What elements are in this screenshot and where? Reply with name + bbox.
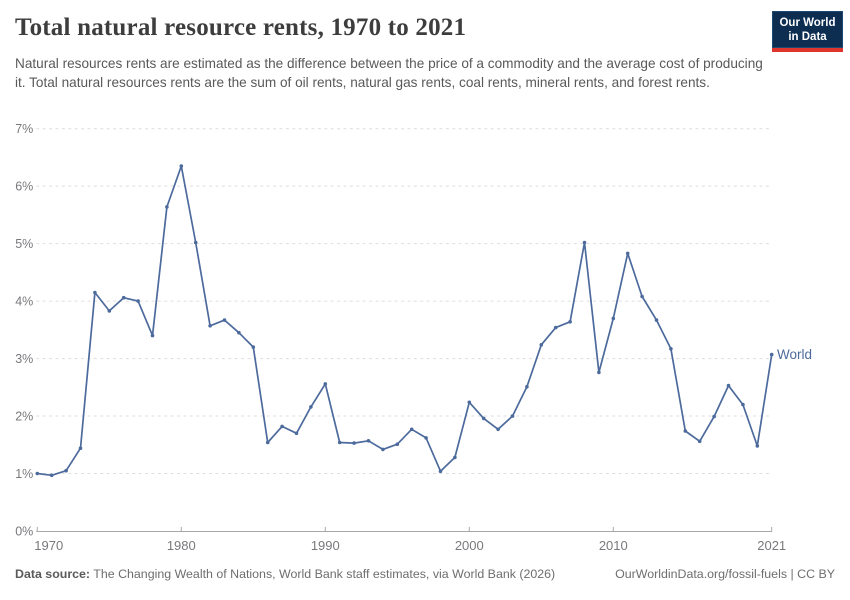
data-point[interactable] — [237, 330, 241, 335]
data-point[interactable] — [553, 325, 558, 330]
x-axis-tick-label: 1990 — [311, 538, 340, 553]
data-point[interactable] — [208, 324, 212, 328]
y-axis-tick-label: 5% — [15, 237, 33, 251]
data-point[interactable] — [453, 455, 457, 460]
data-point[interactable] — [611, 316, 616, 321]
y-axis-tick-label: 6% — [15, 179, 33, 193]
owid-url-license[interactable]: OurWorldinData.org/fossil-fuels | CC BY — [615, 567, 835, 581]
data-point[interactable] — [193, 240, 198, 245]
owid-logo-line2: in Data — [788, 31, 827, 43]
data-source-text: The Changing Wealth of Nations, World Ba… — [90, 567, 556, 581]
data-point[interactable] — [35, 471, 40, 476]
data-point[interactable] — [496, 427, 500, 432]
x-axis-tick-label: 2021 — [757, 538, 786, 553]
series-end-label[interactable]: World — [777, 347, 812, 362]
x-axis-tick-label: 2010 — [599, 538, 628, 553]
data-point[interactable] — [93, 290, 97, 295]
data-point[interactable] — [107, 309, 112, 313]
y-axis-tick-label: 2% — [15, 409, 33, 423]
data-point[interactable] — [49, 473, 54, 478]
data-point[interactable] — [222, 318, 227, 322]
data-point[interactable] — [294, 431, 299, 436]
data-point[interactable] — [741, 402, 745, 407]
data-point[interactable] — [409, 427, 414, 432]
data-point[interactable] — [654, 318, 659, 322]
data-point[interactable] — [150, 333, 155, 338]
x-axis-tick-label: 1970 — [34, 538, 63, 553]
x-axis-tick-label: 1980 — [167, 538, 196, 553]
y-axis-tick-label: 3% — [15, 352, 33, 366]
data-point[interactable] — [64, 468, 68, 473]
owid-logo-line1: Our World — [779, 17, 836, 29]
data-point[interactable] — [467, 400, 472, 405]
data-point[interactable] — [669, 347, 673, 351]
data-point[interactable] — [395, 442, 400, 447]
data-point[interactable] — [337, 440, 342, 445]
data-point[interactable] — [597, 370, 601, 375]
data-point[interactable] — [640, 294, 644, 299]
series-line-world[interactable] — [36, 165, 773, 477]
data-point[interactable] — [309, 405, 313, 409]
data-point[interactable] — [265, 440, 270, 445]
data-point[interactable] — [769, 352, 774, 357]
x-axis-tick-label: 2000 — [455, 538, 484, 553]
data-point[interactable] — [179, 164, 184, 168]
data-point[interactable] — [121, 295, 126, 300]
y-axis-tick-label: 1% — [15, 467, 33, 481]
data-point[interactable] — [136, 299, 140, 303]
page-title: Total natural resource rents, 1970 to 20… — [15, 14, 467, 41]
owid-logo: Our World in Data — [772, 11, 843, 52]
data-point[interactable] — [78, 446, 83, 451]
chart-subtitle: Natural resources rents are estimated as… — [15, 56, 763, 90]
data-point[interactable] — [683, 429, 688, 433]
data-point[interactable] — [251, 345, 256, 349]
y-axis-tick-label: 7% — [15, 122, 33, 136]
data-point[interactable] — [165, 205, 169, 209]
data-point[interactable] — [525, 385, 529, 389]
data-point[interactable] — [381, 447, 385, 452]
data-point[interactable] — [481, 416, 486, 421]
data-point[interactable] — [366, 439, 371, 443]
data-point[interactable] — [424, 436, 428, 440]
data-point[interactable] — [438, 469, 443, 474]
data-point[interactable] — [323, 382, 328, 386]
data-point[interactable] — [280, 424, 284, 429]
data-point[interactable] — [539, 343, 544, 347]
data-source-note: Data source: The Changing Wealth of Nati… — [15, 567, 555, 581]
data-source-label: Data source: — [15, 567, 91, 581]
data-point[interactable] — [755, 444, 760, 448]
data-point[interactable] — [352, 441, 356, 445]
data-point[interactable] — [510, 414, 515, 418]
chart-footer: Data source: The Changing Wealth of Nati… — [15, 567, 835, 581]
data-point[interactable] — [726, 383, 731, 388]
data-point[interactable] — [568, 320, 572, 324]
data-point[interactable] — [712, 414, 716, 419]
y-axis-tick-label: 4% — [15, 294, 33, 308]
y-axis-tick-label: 0% — [15, 524, 33, 538]
data-point[interactable] — [582, 240, 587, 245]
data-point[interactable] — [625, 251, 630, 256]
data-point[interactable] — [697, 439, 702, 444]
